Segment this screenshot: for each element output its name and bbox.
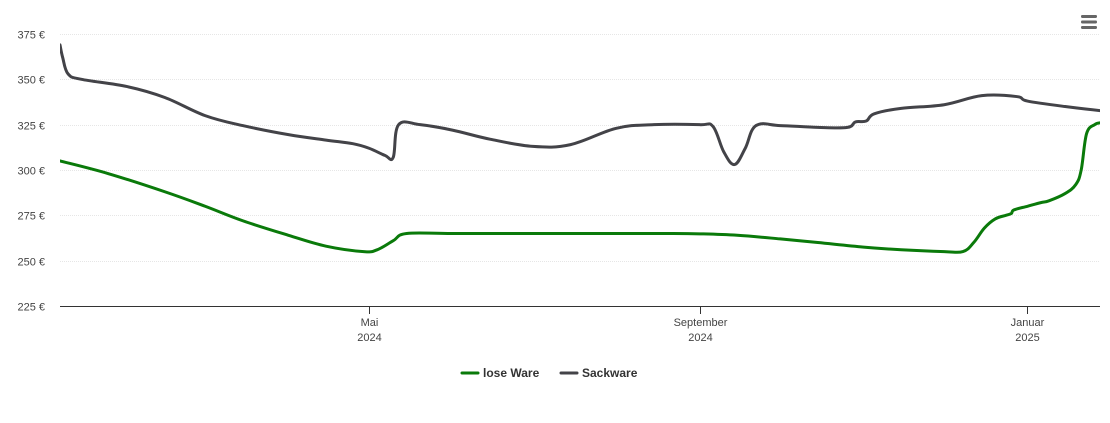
hamburger-menu-icon (1081, 15, 1097, 29)
y-tick-label: 350 € (17, 75, 45, 87)
x-tick-year-label: 2025 (1015, 332, 1039, 344)
x-tick-label: Januar (1011, 317, 1045, 329)
series-layer (60, 43, 1100, 254)
y-tick-label: 375 € (17, 30, 45, 42)
x-tick-year-label: 2024 (357, 332, 381, 344)
legend-label: Sackware (582, 366, 638, 380)
legend-item[interactable]: lose Ware (460, 366, 540, 380)
grid-lines (60, 34, 1100, 262)
legend: lose Ware Sackware (460, 366, 638, 380)
y-tick-label: 250 € (17, 257, 45, 269)
y-tick-label: 275 € (17, 211, 45, 223)
x-tick-label: Mai (361, 317, 379, 329)
chart-menu-button[interactable] (1080, 13, 1098, 31)
y-axis: 375 € 350 € 325 € 300 € 275 € 250 € 225 € (17, 30, 45, 314)
x-tick-label: September (674, 317, 728, 329)
legend-item[interactable]: Sackware (559, 366, 638, 380)
x-axis: Mai 2024 September 2024 Januar 2025 (357, 306, 1045, 344)
y-tick-label: 325 € (17, 121, 45, 133)
y-tick-label: 225 € (17, 302, 45, 314)
legend-label: lose Ware (483, 366, 540, 380)
series-line-lose-ware (60, 121, 1100, 254)
y-tick-label: 300 € (17, 166, 45, 178)
series-line-sackware (60, 43, 1100, 167)
x-tick-year-label: 2024 (688, 332, 712, 344)
